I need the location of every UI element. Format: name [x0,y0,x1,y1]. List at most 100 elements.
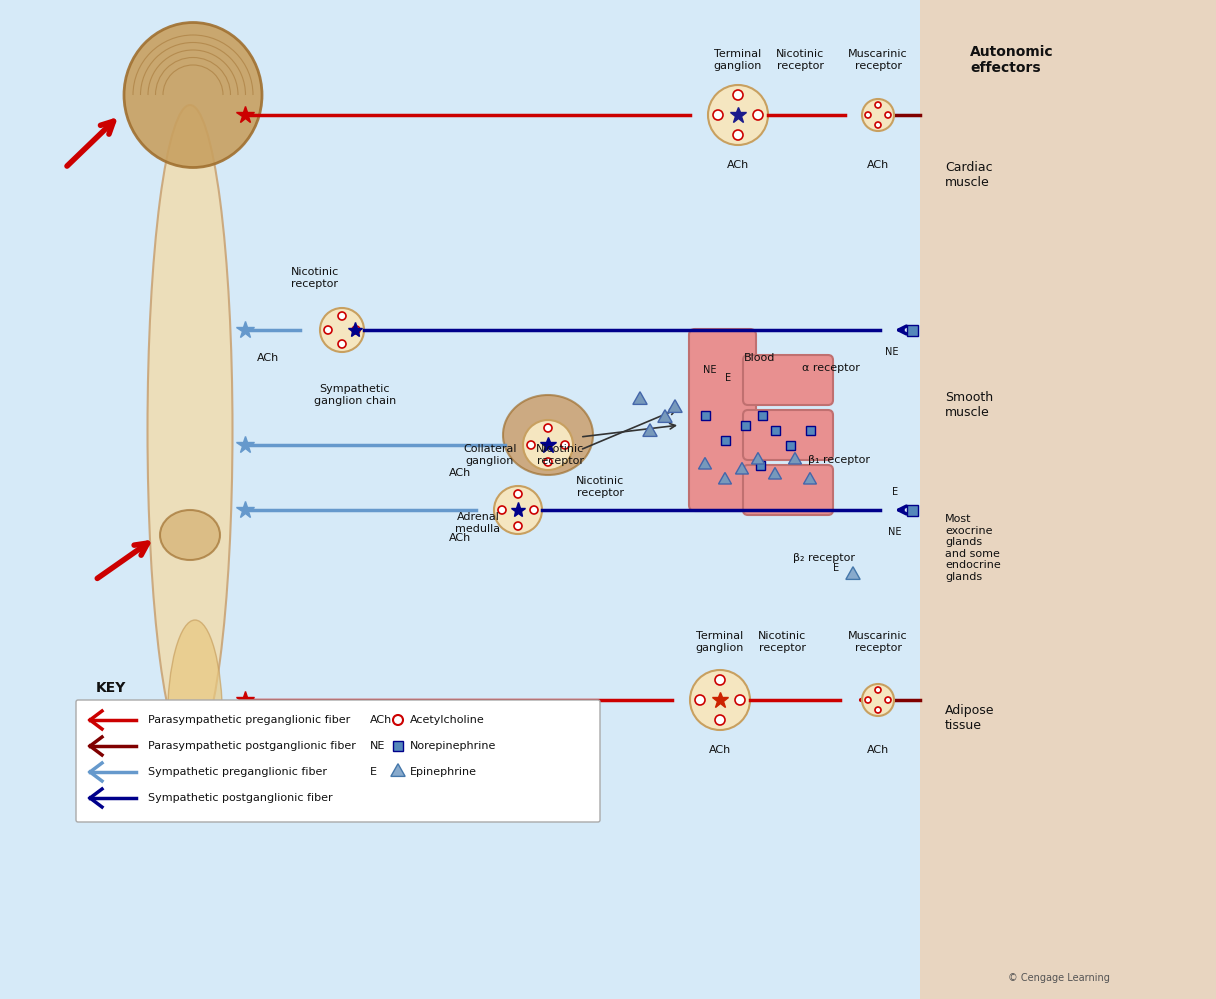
Circle shape [320,308,364,352]
FancyBboxPatch shape [689,329,756,511]
FancyBboxPatch shape [743,410,833,460]
Polygon shape [643,424,657,437]
Circle shape [527,441,535,449]
Polygon shape [751,453,765,464]
Circle shape [885,112,891,118]
Bar [771,426,779,435]
Text: Sympathetic
ganglion chain: Sympathetic ganglion chain [314,385,396,406]
Text: Sympathetic postganglionic fiber: Sympathetic postganglionic fiber [148,793,333,803]
Text: Terminal
ganglion: Terminal ganglion [696,631,744,652]
Text: Nicotinic
receptor: Nicotinic receptor [758,631,806,652]
Circle shape [696,695,705,705]
Text: ACh: ACh [257,353,280,363]
Ellipse shape [161,510,220,560]
Text: NE: NE [888,527,902,537]
Circle shape [876,687,882,693]
Polygon shape [390,764,405,776]
Text: E: E [370,767,377,777]
FancyBboxPatch shape [75,700,599,822]
Circle shape [494,486,542,534]
Text: Nicotinic
receptor: Nicotinic receptor [776,49,824,71]
Text: E: E [725,373,731,383]
Text: Collateral
ganglion: Collateral ganglion [463,445,517,466]
Circle shape [862,99,894,131]
Circle shape [865,697,871,703]
Text: ACh: ACh [709,745,731,755]
Text: Acetylcholine: Acetylcholine [410,715,485,725]
Polygon shape [804,473,816,484]
Text: ACh: ACh [449,533,471,543]
Text: ACh: ACh [867,745,889,755]
Ellipse shape [147,105,232,755]
Text: Nicotinic
receptor: Nicotinic receptor [536,445,584,466]
Text: Adipose
tissue: Adipose tissue [945,704,995,732]
Text: Autonomic
effectors: Autonomic effectors [970,45,1053,75]
Text: Parasympathetic preganglionic fiber: Parasympathetic preganglionic fiber [148,715,350,725]
Circle shape [544,458,552,466]
Circle shape [862,684,894,716]
Circle shape [753,110,762,120]
Circle shape [876,122,882,128]
Circle shape [733,90,743,100]
Text: KEY: KEY [96,681,126,695]
Text: β₂ receptor: β₂ receptor [793,553,855,563]
Bar [906,325,918,336]
Circle shape [544,424,552,432]
Polygon shape [736,463,749,474]
Bar [921,0,1216,999]
Circle shape [338,312,347,320]
Text: β₁ receptor: β₁ receptor [807,455,869,465]
Circle shape [865,112,871,118]
Polygon shape [769,468,782,479]
Text: Blood: Blood [744,353,776,363]
Text: ACh: ACh [727,160,749,170]
Circle shape [514,490,522,498]
Circle shape [715,715,725,725]
Bar [906,504,918,515]
Bar [786,441,794,450]
Circle shape [499,506,506,514]
Text: E: E [893,487,899,497]
Text: α receptor: α receptor [803,363,860,373]
Text: Muscarinic
receptor: Muscarinic receptor [849,49,908,71]
Polygon shape [846,566,860,579]
Text: ACh: ACh [867,160,889,170]
Text: E: E [833,563,839,573]
Circle shape [338,340,347,348]
Text: Smooth
muscle: Smooth muscle [945,391,993,419]
Ellipse shape [168,620,223,820]
Text: Cardiac
muscle: Cardiac muscle [945,161,992,189]
FancyBboxPatch shape [743,355,833,405]
Text: © Cengage Learning: © Cengage Learning [1008,973,1110,983]
Circle shape [708,85,769,145]
FancyBboxPatch shape [743,465,833,515]
Polygon shape [668,400,682,413]
Text: Muscarinic
receptor: Muscarinic receptor [849,631,908,652]
Circle shape [876,102,882,108]
Circle shape [351,326,360,334]
Polygon shape [698,458,711,469]
Polygon shape [658,410,672,423]
Bar [758,411,766,420]
Text: Adrenal
medulla: Adrenal medulla [456,512,501,533]
Circle shape [733,130,743,140]
Circle shape [561,441,569,449]
Text: Most
exocrine
glands
and some
endocrine
glands: Most exocrine glands and some endocrine … [945,514,1001,582]
Circle shape [523,420,573,470]
Text: NE: NE [885,347,899,357]
Circle shape [885,697,891,703]
Text: Nicotinic
receptor: Nicotinic receptor [291,267,339,289]
Bar [755,461,765,470]
Circle shape [689,670,750,730]
Bar [721,436,730,445]
Text: Parasympathetic postganglionic fiber: Parasympathetic postganglionic fiber [148,741,356,751]
Text: NE: NE [703,365,716,375]
Circle shape [715,675,725,685]
Circle shape [530,506,537,514]
Bar [741,421,749,430]
Ellipse shape [124,23,261,168]
Circle shape [393,715,402,725]
Bar [700,411,709,420]
Circle shape [713,110,724,120]
Bar [805,426,815,435]
